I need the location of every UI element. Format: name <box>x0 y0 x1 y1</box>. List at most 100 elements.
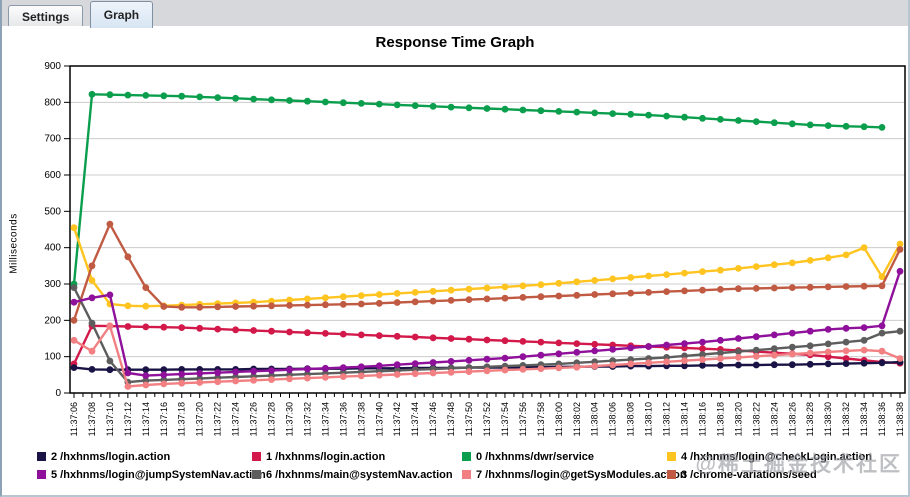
data-point <box>770 331 778 339</box>
x-tick-label: 11:38:04 <box>590 402 600 436</box>
data-point <box>681 357 688 365</box>
data-point <box>699 114 706 122</box>
data-point <box>106 91 114 99</box>
x-tick-label: 11:37:46 <box>428 402 438 436</box>
data-point <box>268 376 275 383</box>
data-point <box>609 361 617 369</box>
data-point <box>160 323 168 331</box>
tab-graph[interactable]: Graph <box>89 1 154 28</box>
data-point <box>735 335 742 342</box>
data-point <box>339 300 347 308</box>
x-tick-label: 11:38:24 <box>769 402 779 436</box>
data-point <box>627 274 635 281</box>
legend-swatch <box>462 452 471 461</box>
data-point <box>393 290 401 297</box>
data-point <box>824 340 832 348</box>
data-point <box>357 363 365 371</box>
data-point <box>304 301 311 309</box>
data-point <box>304 295 311 303</box>
data-point <box>106 357 114 365</box>
data-point <box>196 379 204 386</box>
data-point <box>483 336 491 344</box>
data-point <box>788 284 796 291</box>
data-point <box>88 347 96 355</box>
data-point <box>124 383 132 390</box>
data-point <box>142 381 150 389</box>
data-point <box>770 361 778 369</box>
data-point <box>806 121 814 129</box>
x-tick-label: 11:38:16 <box>697 402 707 436</box>
x-tick-label: 11:37:26 <box>249 402 259 436</box>
x-tick-label: 11:37:56 <box>518 402 528 436</box>
data-point <box>232 326 240 334</box>
data-point <box>88 294 96 302</box>
data-point <box>717 355 724 362</box>
y-tick-label: 700 <box>44 134 61 145</box>
data-point <box>645 343 652 350</box>
chart-legend: 2 /hxhnms/login.action 1 /hxhnms/login.ac… <box>37 450 907 490</box>
data-point <box>752 285 760 292</box>
data-point <box>88 366 96 373</box>
legend-label: 7 /hxhnms/login@getSysModules.action <box>476 469 687 481</box>
data-point <box>178 366 186 373</box>
data-point <box>250 367 257 375</box>
data-point <box>357 300 365 308</box>
data-point <box>824 283 832 291</box>
data-point <box>322 301 329 309</box>
x-tick-label: 11:38:26 <box>787 402 797 436</box>
data-point <box>286 328 293 336</box>
data-point <box>591 109 599 117</box>
data-point <box>717 362 724 369</box>
data-point <box>339 99 347 107</box>
data-point <box>250 376 257 384</box>
data-point <box>555 292 563 300</box>
x-tick-label: 11:37:32 <box>302 402 312 436</box>
data-point <box>429 334 437 342</box>
data-point <box>896 240 904 248</box>
data-point <box>70 316 78 324</box>
data-point <box>447 335 455 342</box>
data-point <box>465 285 473 293</box>
data-point <box>699 351 706 358</box>
legend-label: 1 /hxhnms/login.action <box>266 451 386 463</box>
data-point <box>178 303 186 311</box>
y-tick-label: 200 <box>44 315 61 326</box>
tab-settings[interactable]: Settings <box>8 5 84 28</box>
data-point <box>142 302 150 310</box>
data-point <box>717 349 724 357</box>
data-point <box>160 303 168 310</box>
data-point <box>645 359 652 367</box>
data-point <box>447 368 455 376</box>
data-point <box>447 297 455 304</box>
x-tick-label: 11:37:12 <box>123 402 133 436</box>
data-point <box>483 105 491 112</box>
y-tick-label: 400 <box>44 243 61 254</box>
data-point <box>752 263 760 270</box>
legend-swatch <box>667 452 676 461</box>
data-point <box>322 330 329 337</box>
data-point <box>645 289 652 296</box>
data-point <box>663 288 670 295</box>
x-tick-label: 11:38:14 <box>680 402 690 436</box>
data-point <box>429 287 437 295</box>
data-point <box>304 97 311 105</box>
y-tick-label: 100 <box>44 352 61 363</box>
data-point <box>465 356 473 364</box>
data-point <box>806 342 814 350</box>
legend-swatch <box>252 470 261 479</box>
x-tick-label: 11:37:18 <box>177 402 187 436</box>
data-point <box>447 286 455 294</box>
data-point <box>268 327 275 335</box>
data-point <box>214 325 222 333</box>
data-point <box>609 346 617 353</box>
data-point <box>196 303 204 311</box>
data-point <box>519 282 527 290</box>
data-point <box>501 354 509 362</box>
data-point <box>681 362 688 370</box>
data-point <box>681 269 688 277</box>
x-tick-label: 11:38:20 <box>733 402 743 436</box>
data-point <box>393 101 401 109</box>
data-point <box>339 364 347 371</box>
x-tick-label: 11:37:40 <box>374 402 384 436</box>
data-point <box>896 355 904 362</box>
